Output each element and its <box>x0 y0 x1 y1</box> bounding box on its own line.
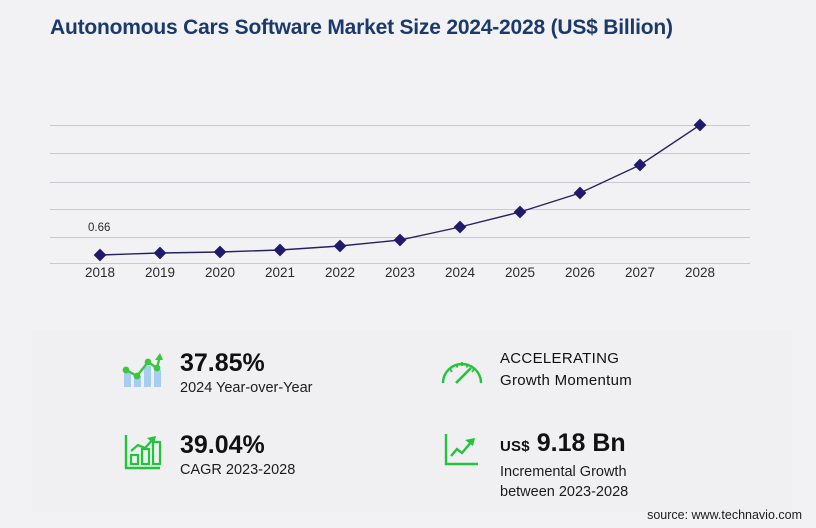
x-tick-2026: 2026 <box>564 265 596 280</box>
x-tick-2022: 2022 <box>324 265 356 280</box>
gridline <box>50 153 750 154</box>
x-tick-2018: 2018 <box>84 265 116 280</box>
kpi-card-yoy: 37.85% 2024 Year-over-Year <box>120 348 312 398</box>
x-tick-2028: 2028 <box>684 265 716 280</box>
x-tick-2019: 2019 <box>144 265 176 280</box>
x-tick-2027: 2027 <box>624 265 656 280</box>
kpi-amount-incremental: 9.18 Bn <box>536 429 626 457</box>
data-point-label-2018: 0.66 <box>88 222 111 234</box>
kpi-card-cagr: 39.04% CAGR 2023-2028 <box>120 430 295 480</box>
gridline <box>50 125 750 126</box>
kpi-value-yoy: 37.85% <box>180 349 265 377</box>
kpi-label-incremental-line2: between 2023-2028 <box>500 484 629 500</box>
bar-chart-growth-icon <box>120 348 164 392</box>
x-axis-line <box>50 263 750 264</box>
gridline <box>50 182 750 183</box>
x-tick-2021: 2021 <box>264 265 296 280</box>
kpi-text-momentum: ACCELERATING Growth Momentum <box>500 348 632 392</box>
cagr-bar-arrow-icon <box>120 430 164 474</box>
kpi-label-yoy: 2024 Year-over-Year <box>180 380 313 396</box>
kpi-card-incremental: US$ 9.18 Bn Incremental Growth between 2… <box>440 428 628 502</box>
market-size-line-chart: 0.66 2018 2019 2020 2021 2022 2023 2024 … <box>0 95 816 285</box>
kpi-card-momentum: ACCELERATING Growth Momentum <box>440 348 632 392</box>
x-axis-labels: 2018 2019 2020 2021 2022 2023 2024 2025 … <box>50 265 750 287</box>
gridline <box>50 209 750 210</box>
x-tick-2025: 2025 <box>504 265 536 280</box>
line-arrow-up-icon <box>440 428 484 472</box>
kpi-text-incremental: US$ 9.18 Bn Incremental Growth between 2… <box>500 428 628 502</box>
page-title: Autonomous Cars Software Market Size 202… <box>50 16 673 39</box>
source-attribution: source: www.technavio.com <box>647 508 802 522</box>
chart-plot-area: 0.66 <box>50 110 750 264</box>
x-tick-2024: 2024 <box>444 265 476 280</box>
kpi-label-incremental-line1: Incremental Growth <box>500 464 627 480</box>
kpi-currency-incremental: US$ <box>500 438 530 455</box>
kpi-value-cagr: 39.04% <box>180 431 265 459</box>
series-path <box>93 118 707 262</box>
kpi-head-momentum: ACCELERATING <box>500 350 620 367</box>
kpi-text-yoy: 37.85% 2024 Year-over-Year <box>180 348 312 398</box>
x-tick-2023: 2023 <box>384 265 416 280</box>
x-tick-2020: 2020 <box>204 265 236 280</box>
kpi-value-incremental: US$ 9.18 Bn <box>500 428 628 462</box>
kpi-label-momentum: Growth Momentum <box>500 372 633 389</box>
kpi-text-cagr: 39.04% CAGR 2023-2028 <box>180 430 295 480</box>
speedometer-icon <box>440 348 484 392</box>
kpi-panel: 37.85% 2024 Year-over-Year 39.04% CAGR 2… <box>32 330 792 512</box>
kpi-label-cagr: CAGR 2023-2028 <box>180 462 296 478</box>
